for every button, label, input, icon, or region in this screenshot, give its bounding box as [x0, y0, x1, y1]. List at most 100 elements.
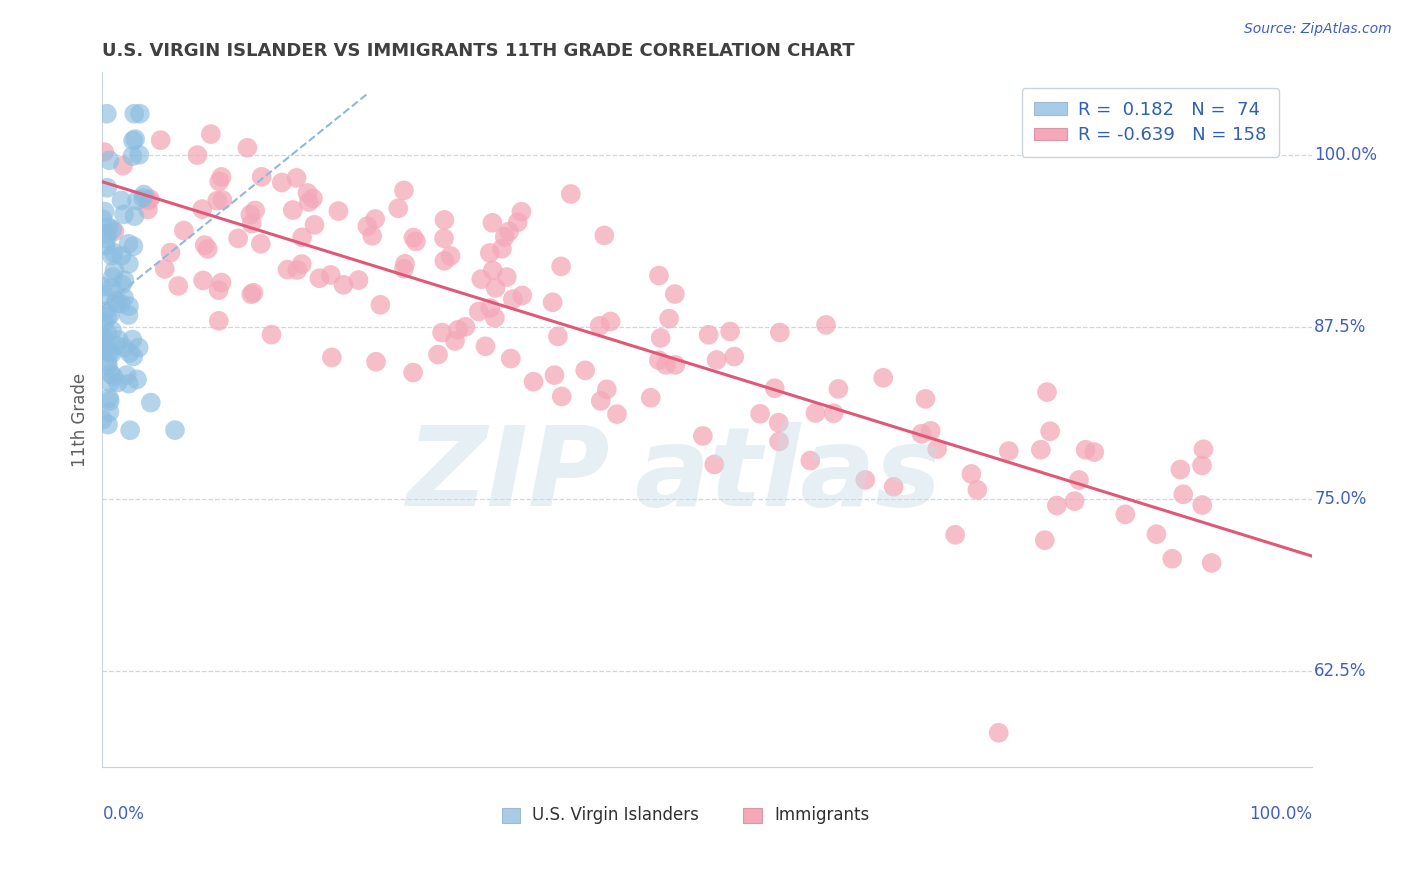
- Point: [110, 249, 132, 263]
- Point: [93, 330, 115, 344]
- Text: 100.0%: 100.0%: [1315, 146, 1378, 164]
- Point: [94, 304, 117, 318]
- Point: [650, 331, 672, 345]
- Point: [433, 231, 456, 245]
- Point: [943, 528, 966, 542]
- Point: [308, 271, 330, 285]
- Point: [103, 263, 125, 277]
- Point: [574, 363, 596, 377]
- Point: [347, 273, 370, 287]
- Point: [111, 277, 134, 292]
- Point: [132, 191, 155, 205]
- Point: [97, 220, 120, 235]
- Point: [484, 310, 506, 325]
- Point: [769, 326, 792, 340]
- Text: U.S. VIRGIN ISLANDER VS IMMIGRANTS 11TH GRADE CORRELATION CHART: U.S. VIRGIN ISLANDER VS IMMIGRANTS 11TH …: [103, 42, 855, 60]
- Text: atlas: atlas: [634, 422, 942, 529]
- Point: [136, 194, 159, 208]
- Point: [1191, 458, 1213, 473]
- Point: [94, 238, 117, 252]
- Point: [547, 329, 569, 343]
- Point: [482, 263, 505, 277]
- Point: [105, 296, 128, 310]
- Point: [302, 191, 325, 205]
- Point: [927, 442, 949, 456]
- Point: [93, 316, 115, 330]
- Point: [433, 213, 456, 227]
- Point: [1083, 445, 1105, 459]
- Point: [91, 334, 114, 349]
- Point: [640, 391, 662, 405]
- Point: [823, 406, 845, 420]
- Point: [276, 262, 298, 277]
- Point: [207, 194, 229, 208]
- Text: 87.5%: 87.5%: [1315, 318, 1367, 336]
- Point: [655, 358, 678, 372]
- Point: [211, 169, 233, 184]
- Point: [211, 276, 233, 290]
- Point: [484, 281, 506, 295]
- Point: [110, 297, 132, 311]
- Point: [97, 359, 120, 373]
- Point: [249, 236, 271, 251]
- Point: [197, 242, 219, 256]
- Point: [297, 186, 319, 200]
- Point: [510, 288, 533, 302]
- Point: [1173, 487, 1195, 501]
- Point: [93, 204, 115, 219]
- Point: [98, 405, 121, 419]
- Point: [998, 444, 1021, 458]
- Point: [658, 311, 681, 326]
- Point: [1161, 551, 1184, 566]
- Point: [467, 304, 489, 318]
- Point: [107, 376, 129, 390]
- Point: [208, 283, 231, 297]
- Point: [120, 423, 142, 437]
- Point: [98, 153, 121, 168]
- Point: [430, 326, 453, 340]
- Point: [551, 389, 574, 403]
- Point: [98, 391, 121, 405]
- Point: [91, 412, 114, 426]
- Point: [364, 212, 387, 227]
- Point: [107, 333, 129, 347]
- Point: [200, 127, 222, 141]
- Point: [479, 301, 502, 315]
- Point: [387, 201, 409, 215]
- Point: [94, 338, 117, 352]
- Point: [498, 225, 520, 239]
- Point: [128, 147, 150, 161]
- Point: [93, 145, 115, 159]
- Point: [98, 394, 121, 409]
- Point: [550, 260, 572, 274]
- Point: [124, 209, 146, 223]
- Point: [1067, 473, 1090, 487]
- Point: [470, 272, 492, 286]
- Point: [93, 343, 115, 357]
- Point: [112, 273, 135, 287]
- Point: [91, 280, 114, 294]
- Point: [91, 212, 114, 227]
- Point: [211, 193, 233, 207]
- Point: [596, 382, 619, 396]
- Point: [132, 187, 155, 202]
- Point: [117, 308, 139, 322]
- Point: [101, 324, 124, 338]
- Point: [1191, 498, 1213, 512]
- Point: [101, 222, 124, 236]
- Point: [250, 169, 273, 184]
- Point: [402, 366, 425, 380]
- Point: [167, 279, 190, 293]
- Point: [392, 261, 415, 276]
- Point: [118, 376, 141, 391]
- Point: [433, 253, 456, 268]
- Point: [100, 280, 122, 294]
- Point: [128, 106, 150, 120]
- Point: [186, 148, 208, 162]
- Point: [474, 339, 496, 353]
- Point: [101, 270, 124, 285]
- Point: [914, 392, 936, 406]
- Point: [703, 458, 725, 472]
- Point: [93, 335, 115, 350]
- Point: [768, 434, 790, 449]
